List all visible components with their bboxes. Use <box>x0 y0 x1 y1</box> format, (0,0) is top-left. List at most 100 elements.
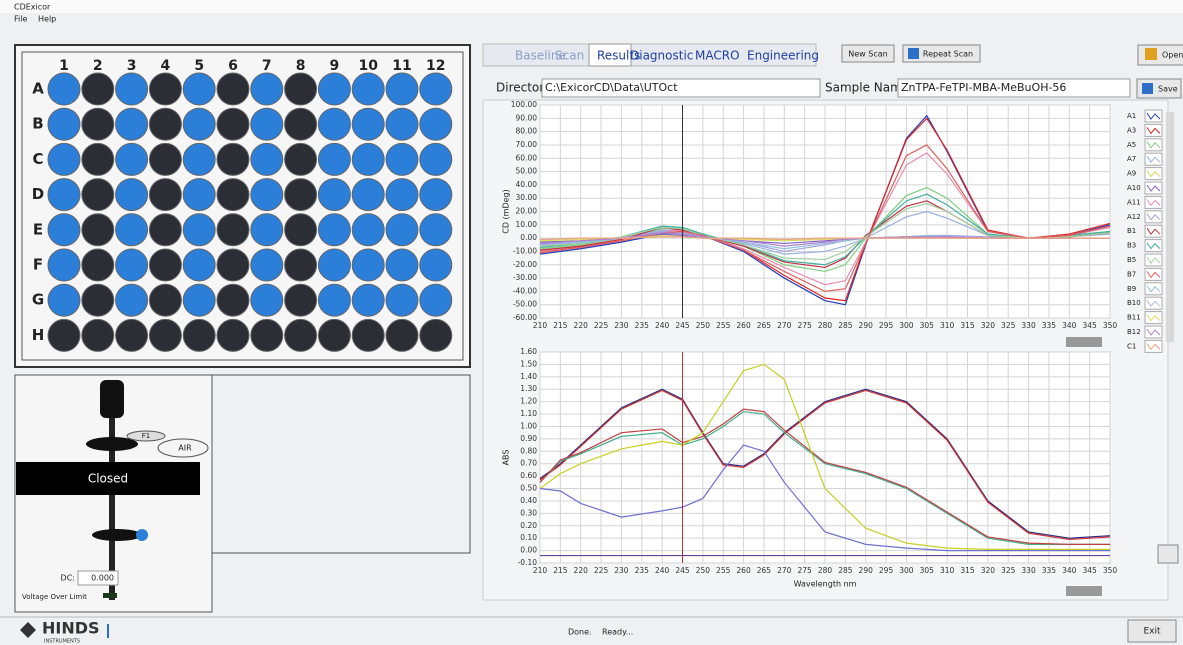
well[interactable] <box>352 179 384 211</box>
well[interactable] <box>116 108 148 140</box>
well[interactable] <box>386 73 418 105</box>
well[interactable] <box>82 319 114 351</box>
well[interactable] <box>48 108 80 140</box>
well[interactable] <box>318 284 350 316</box>
well[interactable] <box>149 284 181 316</box>
well[interactable] <box>149 73 181 105</box>
well[interactable] <box>386 108 418 140</box>
well[interactable] <box>149 214 181 246</box>
well[interactable] <box>217 284 249 316</box>
well[interactable] <box>285 214 317 246</box>
scrollbar[interactable] <box>1166 112 1174 342</box>
well[interactable] <box>217 214 249 246</box>
well[interactable] <box>251 249 283 281</box>
well[interactable] <box>318 143 350 175</box>
well[interactable] <box>183 214 215 246</box>
well[interactable] <box>352 143 384 175</box>
well[interactable] <box>183 143 215 175</box>
well[interactable] <box>48 179 80 211</box>
well[interactable] <box>149 179 181 211</box>
well[interactable] <box>285 319 317 351</box>
well[interactable] <box>82 73 114 105</box>
well[interactable] <box>285 143 317 175</box>
well[interactable] <box>116 319 148 351</box>
well[interactable] <box>217 249 249 281</box>
well[interactable] <box>149 108 181 140</box>
well[interactable] <box>217 319 249 351</box>
tab[interactable]: MACRO <box>695 49 740 63</box>
well[interactable] <box>48 73 80 105</box>
well[interactable] <box>82 214 114 246</box>
well[interactable] <box>251 143 283 175</box>
well[interactable] <box>420 179 452 211</box>
well[interactable] <box>352 214 384 246</box>
well[interactable] <box>352 73 384 105</box>
well[interactable] <box>420 73 452 105</box>
well[interactable] <box>318 179 350 211</box>
well[interactable] <box>116 179 148 211</box>
well[interactable] <box>251 179 283 211</box>
well[interactable] <box>420 284 452 316</box>
well[interactable] <box>251 214 283 246</box>
well[interactable] <box>48 319 80 351</box>
well[interactable] <box>352 284 384 316</box>
well[interactable] <box>251 319 283 351</box>
well[interactable] <box>48 214 80 246</box>
well[interactable] <box>183 179 215 211</box>
well[interactable] <box>386 143 418 175</box>
well[interactable] <box>352 249 384 281</box>
well[interactable] <box>318 319 350 351</box>
menu-item[interactable]: File <box>14 15 27 24</box>
well[interactable] <box>386 179 418 211</box>
well[interactable] <box>318 249 350 281</box>
menu-item[interactable]: Help <box>38 15 56 24</box>
tab[interactable]: Diagnostic <box>630 49 693 63</box>
well[interactable] <box>183 319 215 351</box>
well[interactable] <box>82 108 114 140</box>
well[interactable] <box>116 284 148 316</box>
well[interactable] <box>285 179 317 211</box>
zoom-tools[interactable] <box>1066 337 1102 347</box>
well[interactable] <box>352 108 384 140</box>
well[interactable] <box>285 284 317 316</box>
well[interactable] <box>420 143 452 175</box>
well[interactable] <box>251 108 283 140</box>
well[interactable] <box>183 73 215 105</box>
well[interactable] <box>318 108 350 140</box>
well[interactable] <box>82 284 114 316</box>
well[interactable] <box>116 249 148 281</box>
well[interactable] <box>48 284 80 316</box>
well[interactable] <box>352 319 384 351</box>
well[interactable] <box>285 108 317 140</box>
well[interactable] <box>420 108 452 140</box>
well[interactable] <box>48 249 80 281</box>
tab[interactable]: Engineering <box>747 49 819 63</box>
well[interactable] <box>318 73 350 105</box>
well[interactable] <box>116 73 148 105</box>
well[interactable] <box>386 319 418 351</box>
zoom-tools[interactable] <box>1066 586 1102 596</box>
well[interactable] <box>149 319 181 351</box>
well[interactable] <box>251 73 283 105</box>
well[interactable] <box>420 249 452 281</box>
tab[interactable]: Scan <box>555 49 584 63</box>
well[interactable] <box>217 179 249 211</box>
well[interactable] <box>217 108 249 140</box>
well[interactable] <box>82 143 114 175</box>
well[interactable] <box>149 249 181 281</box>
well[interactable] <box>183 249 215 281</box>
well[interactable] <box>217 143 249 175</box>
well[interactable] <box>420 214 452 246</box>
well[interactable] <box>183 108 215 140</box>
well[interactable] <box>217 73 249 105</box>
well[interactable] <box>285 73 317 105</box>
well[interactable] <box>82 179 114 211</box>
well[interactable] <box>116 214 148 246</box>
well[interactable] <box>318 214 350 246</box>
well[interactable] <box>116 143 148 175</box>
well[interactable] <box>82 249 114 281</box>
fit-button[interactable] <box>1158 545 1178 563</box>
well[interactable] <box>149 143 181 175</box>
well[interactable] <box>48 143 80 175</box>
well[interactable] <box>386 214 418 246</box>
